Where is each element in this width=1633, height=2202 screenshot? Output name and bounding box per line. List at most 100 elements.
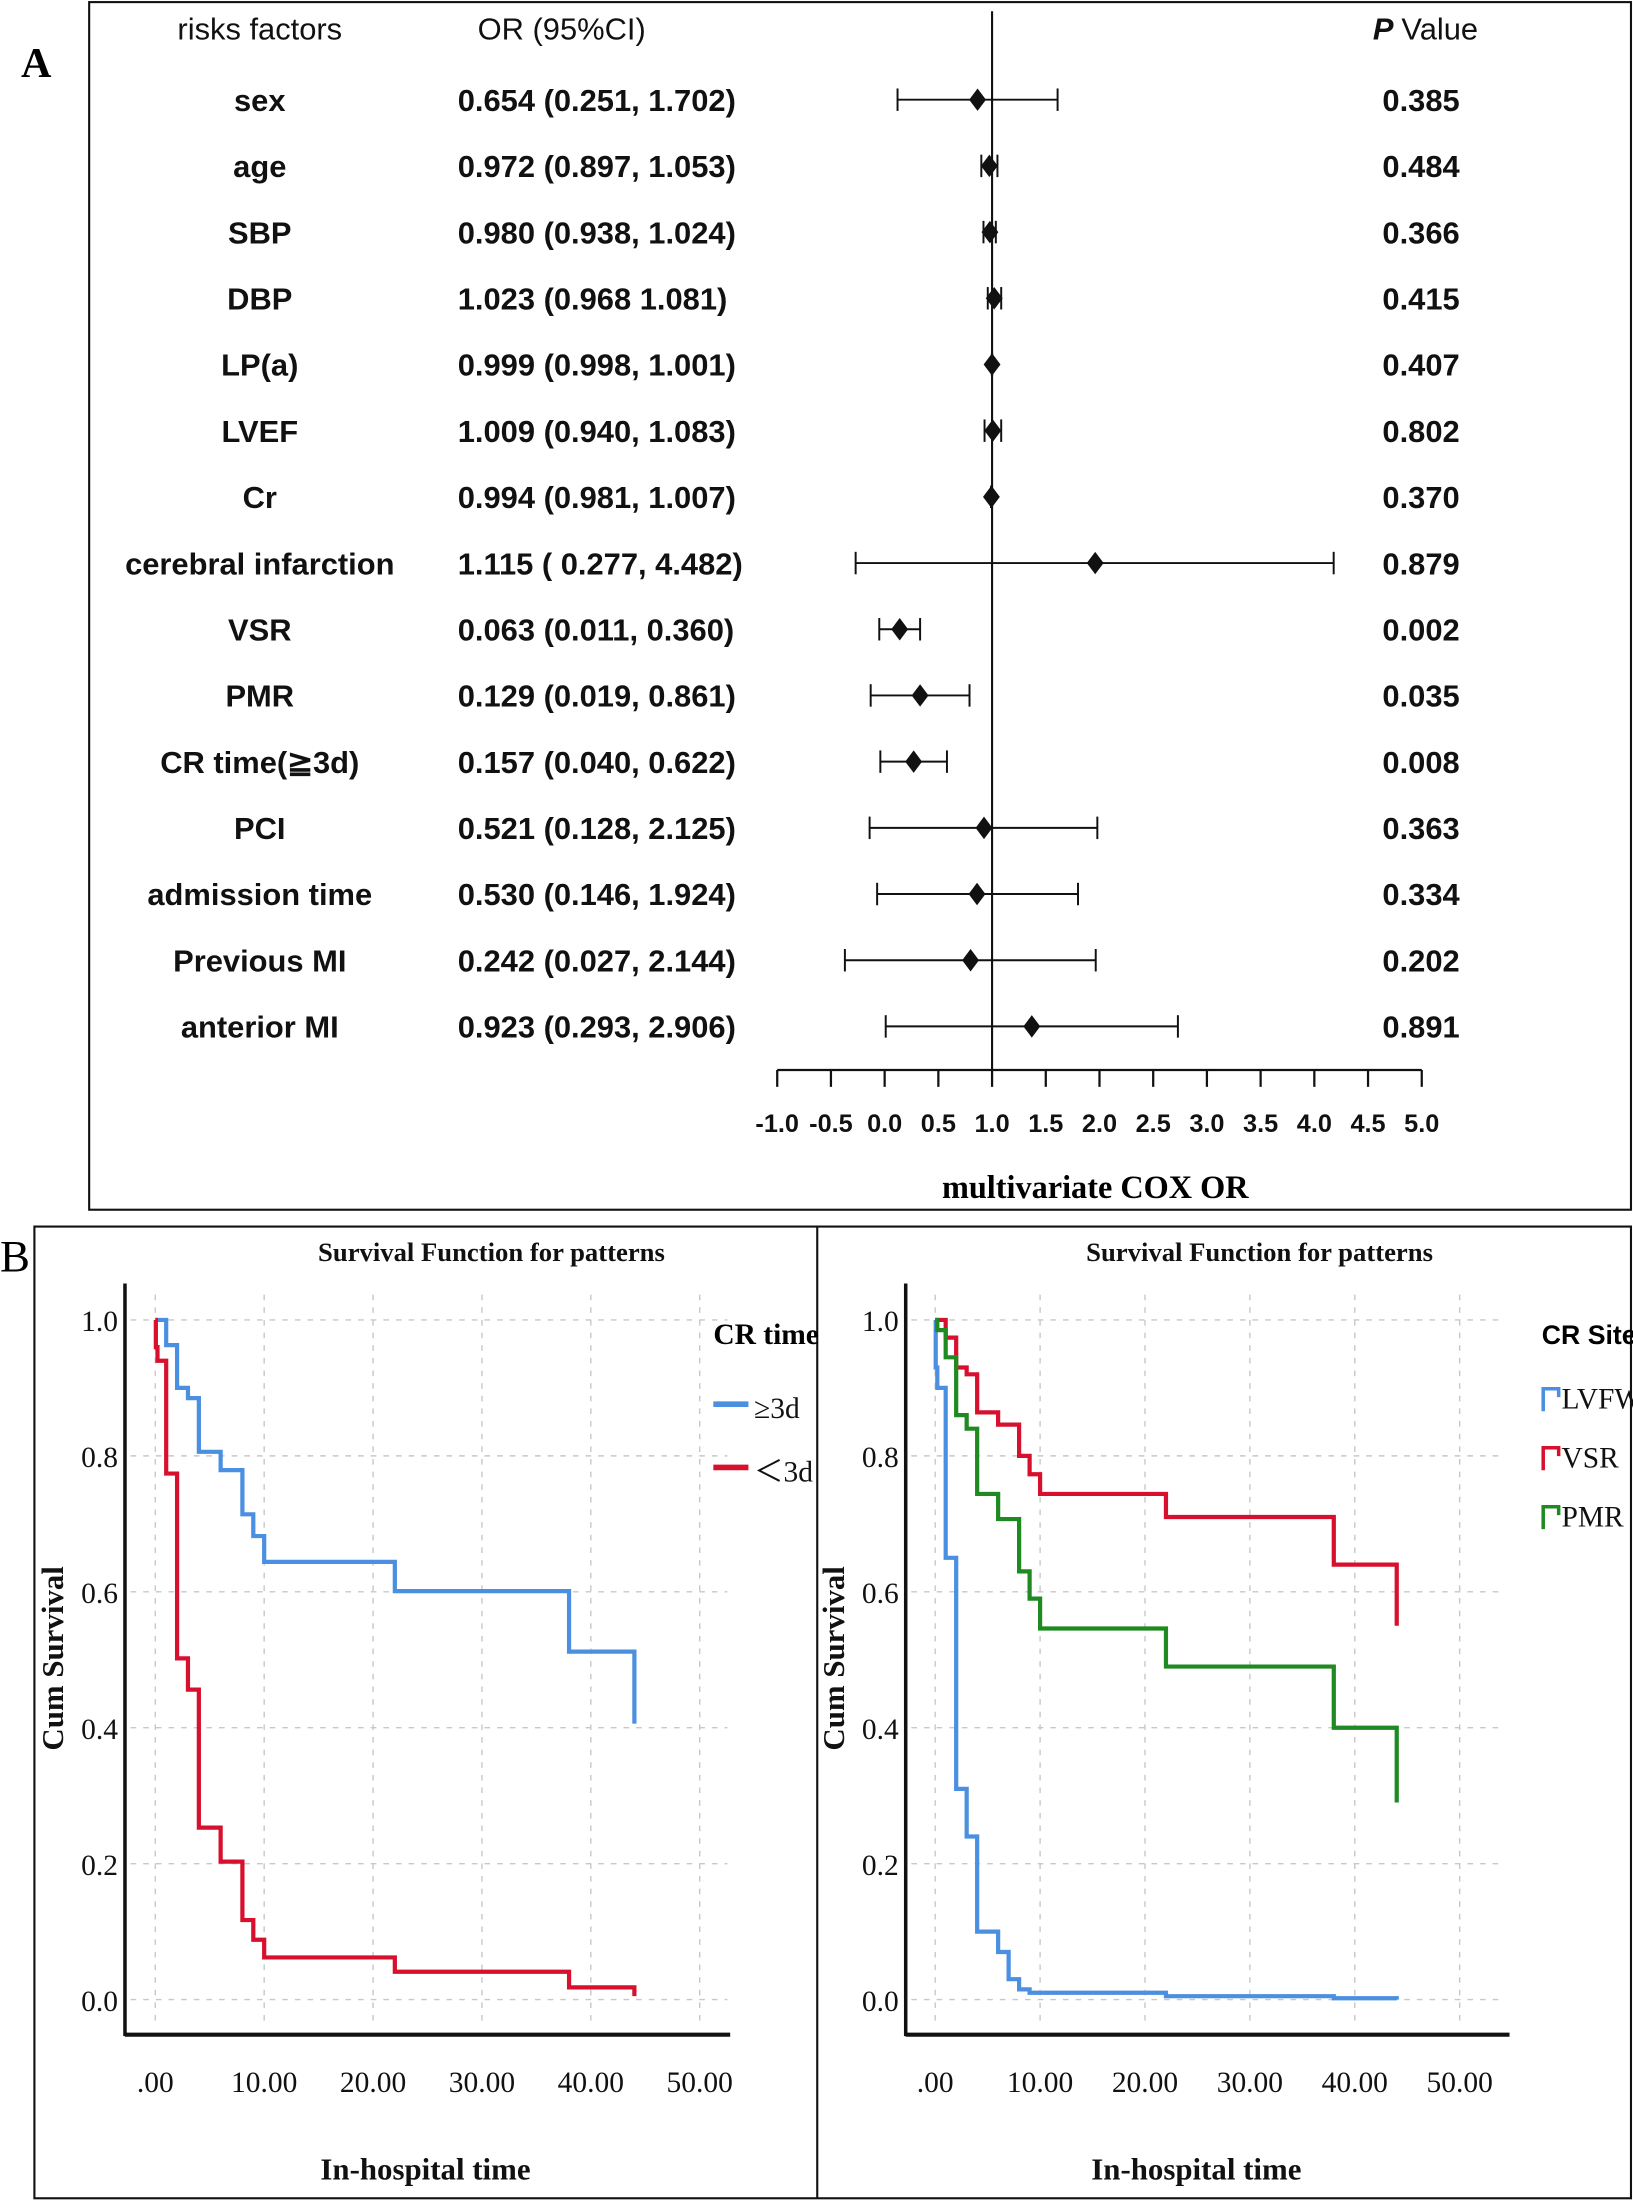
point-estimate-diamond (982, 485, 1000, 509)
forest-row-mark (868, 816, 1099, 840)
legend-step-icon (1541, 1504, 1561, 1530)
forest-row-mark (896, 88, 1059, 111)
point-estimate-diamond (1086, 551, 1104, 575)
x-tick-label: 40.00 (1322, 2067, 1388, 2099)
p-value: 0.002 (1382, 612, 1459, 647)
legend-label: PMR (1561, 1501, 1624, 1533)
p-value: 0.879 (1382, 546, 1459, 581)
risk-factor-label: VSR (228, 612, 291, 647)
header-p-value: Value (1401, 11, 1478, 46)
panel-label-b: B (0, 1231, 30, 1281)
left-survival-plot: .00 10.00 20.00 30.00 40.00 50.00 0.0 0.2 0.4 0.6… (81, 1283, 733, 2099)
p-value: 0.366 (1382, 215, 1459, 250)
risk-factor-label: SBP (228, 215, 291, 250)
forest-row-mark (879, 750, 948, 773)
right-legend-title: CR Site (1542, 1320, 1633, 1350)
x-tick-label: 1.5 (1028, 1110, 1063, 1138)
risk-factor-label: LP(a) (221, 348, 298, 383)
x-tick-label: 4.5 (1350, 1110, 1385, 1138)
right-survival-plot: .00 10.00 20.00 30.00 40.00 50.00 0.0 0.2 0.4 0.6… (862, 1283, 1510, 2099)
p-value: 0.802 (1382, 414, 1459, 449)
forest-row-mark (985, 287, 1003, 310)
point-estimate-diamond (983, 353, 1001, 376)
risk-factor-label: anterior MI (181, 1010, 339, 1045)
or-ci-value: 0.063 (0.011, 0.360) (458, 612, 734, 647)
header-or-ci: OR (95%CI) (478, 11, 646, 46)
point-estimate-diamond (984, 419, 1002, 442)
or-ci-value: 0.129 (0.019, 0.861) (458, 679, 736, 714)
y-tick-label: 0.2 (81, 1850, 118, 1882)
p-value: 0.334 (1382, 877, 1459, 912)
x-tick-label: 2.5 (1136, 1110, 1171, 1138)
p-value: 0.370 (1382, 480, 1459, 515)
or-ci-value: 1.115 ( 0.277, 4.482) (458, 546, 743, 581)
risk-factor-label: DBP (227, 282, 292, 317)
risk-factor-label: Previous MI (173, 943, 346, 978)
survival-curve-0 (155, 1317, 637, 1724)
x-tick-label: 3.0 (1189, 1110, 1224, 1138)
forest-rows: sex 0.654 (0.251, 1.702) 0.385 age 0.972 (0.… (125, 83, 1460, 1045)
y-tick-label: 1.0 (862, 1306, 899, 1338)
point-estimate-diamond (962, 948, 980, 972)
risk-factor-label: cerebral infarction (125, 546, 394, 581)
x-tick-label: 50.00 (1427, 2067, 1493, 2099)
p-value: 0.891 (1382, 1010, 1459, 1045)
y-tick-label: 0.0 (862, 1986, 899, 2018)
survival-curve-1 (935, 1317, 1399, 1626)
x-tick-label: 0.5 (921, 1110, 956, 1138)
y-tick-label: 0.8 (81, 1442, 118, 1474)
risk-factor-label: LVEF (221, 414, 298, 449)
p-value: 0.415 (1382, 282, 1459, 317)
x-tick-label: .00 (137, 2067, 174, 2099)
x-tick-label: 10.00 (1007, 2067, 1073, 2099)
forest-row-mark (843, 948, 1097, 972)
panel-label-a: A (21, 40, 52, 87)
right-y-axis-title: Cum Survival (816, 1566, 851, 1751)
forest-row-mark (878, 618, 922, 641)
or-ci-value: 1.023 (0.968 1.081) (458, 282, 728, 317)
survival-curve-0 (933, 1317, 1399, 2001)
left-x-axis-title: In-hospital time (320, 2151, 530, 2186)
or-ci-value: 0.242 (0.027, 2.144) (458, 943, 736, 978)
or-ci-value: 1.009 (0.940, 1.083) (458, 414, 736, 449)
p-value: 0.202 (1382, 943, 1459, 978)
legend-step-icon (1541, 1445, 1561, 1471)
x-tick-label: -0.5 (809, 1110, 853, 1138)
y-tick-label: 0.8 (862, 1442, 899, 1474)
point-estimate-diamond (905, 750, 923, 773)
x-tick-label: -1.0 (755, 1110, 799, 1138)
y-tick-label: 0.2 (862, 1850, 899, 1882)
p-value: 0.484 (1382, 149, 1459, 184)
point-estimate-diamond (975, 816, 993, 840)
point-estimate-diamond (980, 154, 998, 178)
forest-row-mark (869, 684, 971, 707)
or-ci-value: 0.157 (0.040, 0.622) (458, 745, 736, 780)
x-tick-label: 10.00 (231, 2067, 297, 2099)
x-tick-label: 30.00 (449, 2067, 515, 2099)
right-legend: LVFWR VSR PMR (1541, 1383, 1633, 1533)
forest-row-mark (983, 419, 1003, 442)
forest-row-mark (980, 154, 999, 178)
legend-step-icon (1541, 1386, 1561, 1412)
p-value: 0.385 (1382, 83, 1459, 118)
forest-plot: -1.0 -0.5 0.0 0.5 1.0 1.5 2.0 2.5 3.0 3.5 4.0 4.5 5.… (755, 11, 1439, 1138)
y-tick-label: 0.6 (81, 1578, 118, 1610)
x-tick-label: 30.00 (1217, 2067, 1283, 2099)
x-tick-label: 1.0 (975, 1110, 1010, 1138)
legend-label: VSR (1561, 1442, 1619, 1474)
legend-label: LVFWR (1561, 1383, 1633, 1415)
p-value: 0.407 (1382, 348, 1459, 383)
risk-factor-label: age (233, 149, 286, 184)
survival-curve-2 (935, 1317, 1399, 1803)
risk-factor-label: admission time (147, 877, 372, 912)
point-estimate-diamond (968, 882, 986, 906)
y-tick-label: 0.4 (81, 1714, 118, 1746)
left-chart-title: Survival Function for patterns (318, 1237, 665, 1267)
y-tick-label: 0.4 (862, 1714, 899, 1746)
right-chart-title: Survival Function for patterns (1086, 1237, 1433, 1267)
x-tick-label: 20.00 (1112, 2067, 1178, 2099)
x-tick-label: 50.00 (667, 2067, 733, 2099)
risk-factor-label: sex (234, 83, 286, 118)
left-legend: ≥3d ＜3d (713, 1393, 813, 1488)
forest-row-mark (876, 882, 1079, 906)
